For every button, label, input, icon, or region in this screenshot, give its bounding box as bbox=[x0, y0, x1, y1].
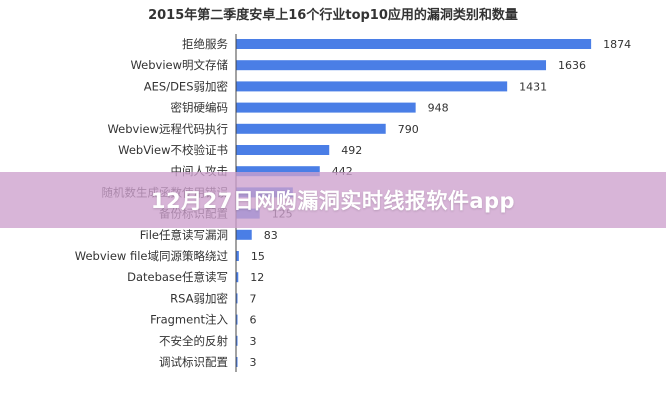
category-label-13: Fragment注入 bbox=[150, 313, 228, 327]
bar-10 bbox=[236, 251, 239, 261]
chart-title: 2015年第二季度安卓上16个行业top10应用的漏洞类别和数量 bbox=[148, 8, 518, 23]
bar-13 bbox=[236, 314, 238, 325]
bar-15 bbox=[236, 357, 238, 367]
bar-5 bbox=[236, 145, 330, 155]
data-label-9: 83 bbox=[264, 229, 278, 242]
data-label-10: 15 bbox=[251, 250, 265, 263]
category-label-4: Webview远程代码执行 bbox=[107, 122, 228, 136]
category-label-1: Webview明文存储 bbox=[130, 58, 228, 72]
data-label-12: 7 bbox=[250, 292, 257, 305]
category-label-3: 密钥硬编码 bbox=[171, 101, 229, 115]
data-label-0: 1874 bbox=[603, 38, 631, 51]
bar-4 bbox=[236, 123, 386, 134]
banner-text: 12月27日网购漏洞实时线报软件app bbox=[150, 189, 516, 213]
bar-6 bbox=[236, 166, 320, 177]
category-label-12: RSA弱加密 bbox=[170, 291, 228, 305]
bar-11 bbox=[236, 272, 239, 283]
category-label-14: 不安全的反射 bbox=[159, 334, 228, 348]
category-label-10: Webview file域同源策略绕过 bbox=[75, 249, 229, 263]
data-label-14: 3 bbox=[250, 335, 257, 348]
bar-9 bbox=[236, 229, 252, 240]
bar-3 bbox=[236, 102, 416, 113]
data-label-3: 948 bbox=[428, 102, 449, 115]
bar-1 bbox=[236, 60, 547, 71]
category-label-5: WebView不校验证书 bbox=[118, 143, 228, 157]
data-label-15: 3 bbox=[250, 356, 257, 369]
category-label-11: Datebase任意读写 bbox=[127, 270, 228, 284]
data-label-1: 1636 bbox=[558, 59, 586, 72]
category-label-9: File任意读写漏洞 bbox=[140, 228, 228, 242]
data-label-13: 6 bbox=[250, 314, 257, 327]
category-label-2: AES/DES弱加密 bbox=[144, 79, 228, 93]
bar-14 bbox=[236, 335, 238, 346]
category-label-0: 拒绝服务 bbox=[182, 37, 228, 51]
bar-2 bbox=[236, 81, 508, 92]
bar-12 bbox=[236, 293, 238, 304]
bar-0 bbox=[236, 39, 592, 49]
overlay-banner: 12月27日网购漏洞实时线报软件app bbox=[0, 172, 666, 228]
category-label-15: 调试标识配置 bbox=[159, 355, 228, 369]
data-label-5: 492 bbox=[341, 144, 362, 157]
data-label-4: 790 bbox=[398, 123, 419, 136]
data-label-2: 1431 bbox=[519, 80, 547, 93]
data-label-11: 12 bbox=[250, 271, 264, 284]
